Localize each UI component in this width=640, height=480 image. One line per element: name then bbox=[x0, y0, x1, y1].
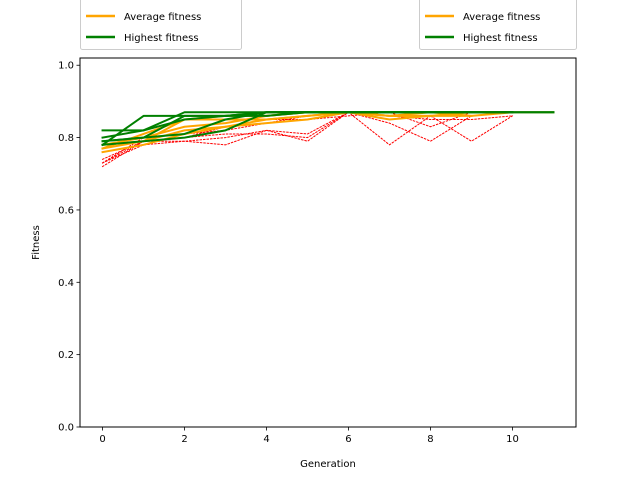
legend-top-left-outside: Average fitness Highest fitness bbox=[80, 0, 242, 50]
legend-label: Average fitness bbox=[463, 12, 540, 23]
population-fitness-line-0 bbox=[101, 111, 432, 168]
plot-frame bbox=[79, 57, 577, 428]
y-axis: 0.0 0.2 0.4 0.6 0.8 1.0 bbox=[58, 61, 80, 434]
legend-label: Average fitness bbox=[124, 12, 201, 23]
population-fitness-line-2 bbox=[101, 111, 514, 164]
y-tick-label: 1.0 bbox=[58, 61, 74, 72]
y-tick-label: 0.2 bbox=[58, 350, 74, 361]
x-tick-label: 8 bbox=[427, 434, 433, 445]
population-fitness-line-4 bbox=[101, 111, 473, 160]
legend-label: Highest fitness bbox=[124, 33, 199, 44]
highest-fitness-line-15 bbox=[101, 111, 514, 143]
x-tick-label: 4 bbox=[263, 434, 269, 445]
legend-box bbox=[419, 0, 577, 50]
x-tick-label: 10 bbox=[506, 434, 519, 445]
x-tick-label: 0 bbox=[99, 434, 105, 445]
x-axis: 0 2 4 6 8 10 bbox=[99, 427, 519, 445]
x-tick-label: 2 bbox=[181, 434, 187, 445]
highest-fitness-line-10 bbox=[101, 111, 555, 146]
y-tick-label: 0.4 bbox=[58, 278, 74, 289]
legend-label: Highest fitness bbox=[463, 33, 538, 44]
legend-top-right-outside: Average fitness Highest fitness bbox=[419, 0, 577, 50]
legend-box bbox=[80, 0, 242, 50]
y-tick-label: 0.6 bbox=[58, 205, 74, 216]
y-tick-label: 0.8 bbox=[58, 133, 74, 144]
y-axis-label: Fitness bbox=[31, 225, 42, 260]
x-tick-label: 6 bbox=[345, 434, 351, 445]
series-layer bbox=[101, 111, 555, 168]
x-axis-label: Generation bbox=[300, 459, 356, 470]
y-tick-label: 0.0 bbox=[58, 423, 74, 434]
